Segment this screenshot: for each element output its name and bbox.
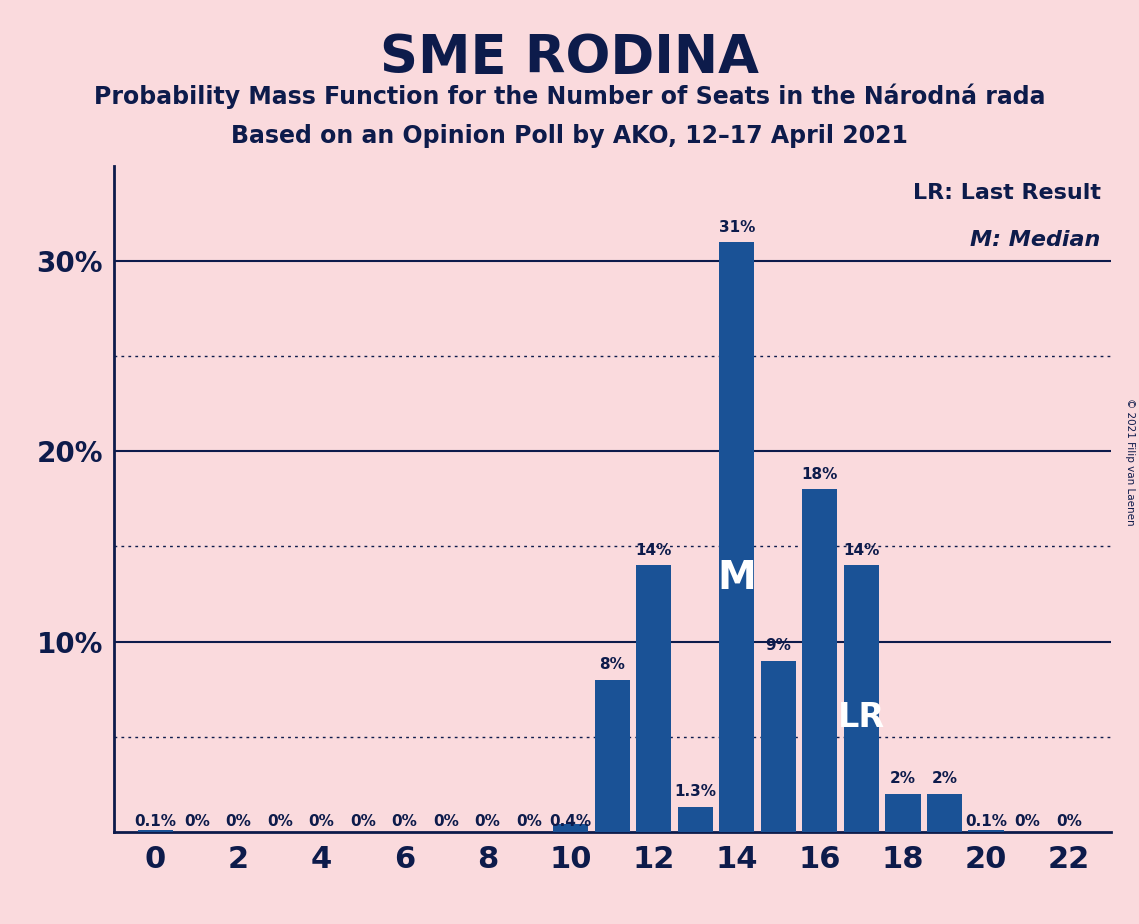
Bar [595, 679, 630, 832]
Text: 0%: 0% [1015, 814, 1040, 829]
Text: Probability Mass Function for the Number of Seats in the Národná rada: Probability Mass Function for the Number… [93, 83, 1046, 109]
Text: 14%: 14% [636, 543, 672, 558]
Bar [761, 661, 796, 832]
Bar [885, 794, 920, 832]
Text: 1.3%: 1.3% [674, 784, 716, 799]
Bar [927, 794, 962, 832]
Text: © 2021 Filip van Laenen: © 2021 Filip van Laenen [1125, 398, 1134, 526]
Text: 0%: 0% [309, 814, 335, 829]
Text: 0.1%: 0.1% [965, 814, 1007, 829]
Bar [554, 824, 589, 832]
Text: 0%: 0% [185, 814, 210, 829]
Text: LR: LR [838, 700, 885, 734]
Bar [719, 242, 754, 832]
Text: 0%: 0% [1056, 814, 1082, 829]
Text: 0%: 0% [350, 814, 376, 829]
Bar [844, 565, 879, 832]
Bar [678, 807, 713, 832]
Text: 31%: 31% [719, 220, 755, 235]
Text: 0%: 0% [226, 814, 252, 829]
Text: 0%: 0% [267, 814, 293, 829]
Text: 18%: 18% [802, 467, 838, 481]
Text: 0%: 0% [433, 814, 459, 829]
Bar [636, 565, 671, 832]
Bar [138, 830, 173, 832]
Text: LR: Last Result: LR: Last Result [912, 183, 1100, 203]
Text: 14%: 14% [843, 543, 879, 558]
Text: 0.1%: 0.1% [134, 814, 177, 829]
Bar [968, 830, 1003, 832]
Text: Based on an Opinion Poll by AKO, 12–17 April 2021: Based on an Opinion Poll by AKO, 12–17 A… [231, 124, 908, 148]
Text: 9%: 9% [765, 638, 792, 653]
Text: 0.4%: 0.4% [550, 814, 592, 829]
Text: 0%: 0% [392, 814, 418, 829]
Text: 8%: 8% [599, 657, 625, 672]
Text: 0%: 0% [475, 814, 500, 829]
Text: M: Median: M: Median [970, 229, 1100, 249]
Bar [802, 490, 837, 832]
Text: M: M [718, 559, 756, 597]
Text: 0%: 0% [516, 814, 542, 829]
Text: 2%: 2% [890, 771, 916, 786]
Text: SME RODINA: SME RODINA [380, 32, 759, 84]
Text: 2%: 2% [932, 771, 958, 786]
